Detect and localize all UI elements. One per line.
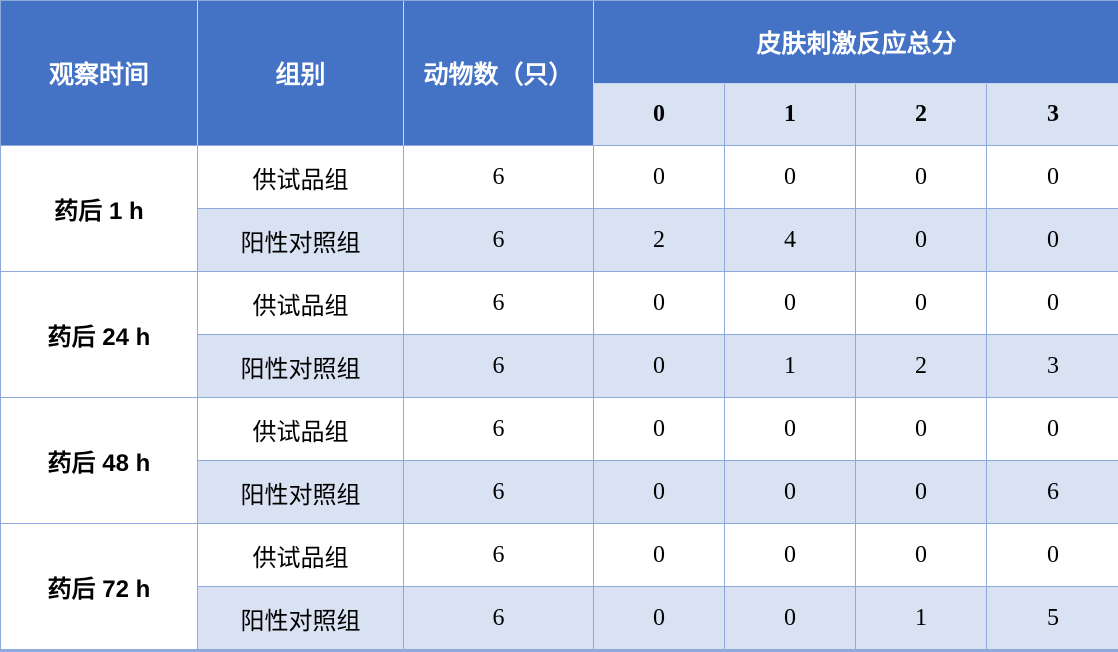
score-cell: 0	[725, 461, 856, 524]
group-cell: 阳性对照组	[198, 461, 404, 524]
score-cell: 0	[594, 398, 725, 461]
time-cell: 药后 1 h	[1, 146, 198, 272]
score-cell: 0	[725, 524, 856, 587]
score-cell: 1	[856, 587, 987, 650]
group-cell: 阳性对照组	[198, 209, 404, 272]
score-cell: 0	[856, 272, 987, 335]
animal-count-cell: 6	[404, 587, 594, 650]
score-cell: 0	[987, 524, 1118, 587]
score-cell: 0	[987, 209, 1118, 272]
animal-count-cell: 6	[404, 398, 594, 461]
header-score-level-1: 1	[725, 84, 856, 146]
group-cell: 供试品组	[198, 524, 404, 587]
score-cell: 0	[594, 272, 725, 335]
score-cell: 0	[856, 461, 987, 524]
header-skin-irritation-total-score: 皮肤刺激反应总分	[594, 1, 1118, 84]
animal-count-cell: 6	[404, 272, 594, 335]
header-animal-count: 动物数（只）	[404, 1, 594, 146]
score-cell: 0	[594, 335, 725, 398]
score-cell: 2	[856, 335, 987, 398]
score-cell: 0	[725, 398, 856, 461]
score-cell: 0	[987, 398, 1118, 461]
header-score-level-2: 2	[856, 84, 987, 146]
table-row: 药后 48 h 供试品组 6 0 0 0 0	[1, 398, 1118, 524]
group-cell: 阳性对照组	[198, 587, 404, 650]
score-cell: 2	[594, 209, 725, 272]
table-row: 阳性对照组 6 0 1 2 3	[1, 335, 1118, 398]
table-row: 药后 1 h 供试品组 6 0 0 0 0	[1, 146, 1118, 272]
score-cell: 0	[594, 524, 725, 587]
score-cell: 0	[594, 587, 725, 650]
score-cell: 0	[725, 146, 856, 209]
score-cell: 0	[594, 461, 725, 524]
score-cell: 4	[725, 209, 856, 272]
animal-count-cell: 6	[404, 461, 594, 524]
animal-count-cell: 6	[404, 524, 594, 587]
table-row: 阳性对照组 6 0 0 0 6	[1, 461, 1118, 524]
animal-count-cell: 6	[404, 146, 594, 209]
score-cell: 0	[725, 272, 856, 335]
group-cell: 供试品组	[198, 272, 404, 335]
animal-count-cell: 6	[404, 335, 594, 398]
group-cell: 供试品组	[198, 398, 404, 461]
score-cell: 0	[987, 146, 1118, 209]
score-cell: 3	[987, 335, 1118, 398]
time-cell: 药后 72 h	[1, 524, 198, 650]
header-observation-time: 观察时间	[1, 1, 198, 146]
score-cell: 0	[856, 398, 987, 461]
table-row: 药后 72 h 供试品组 6 0 0 0 0	[1, 524, 1118, 650]
header-score-level-0: 0	[594, 84, 725, 146]
header-score-level-3: 3	[987, 84, 1118, 146]
score-cell: 0	[856, 209, 987, 272]
score-cell: 0	[856, 146, 987, 209]
score-cell: 1	[725, 335, 856, 398]
score-cell: 0	[856, 524, 987, 587]
score-cell: 0	[987, 272, 1118, 335]
score-cell: 0	[594, 146, 725, 209]
group-cell: 阳性对照组	[198, 335, 404, 398]
time-cell: 药后 24 h	[1, 272, 198, 398]
score-cell: 5	[987, 587, 1118, 650]
time-cell: 药后 48 h	[1, 398, 198, 524]
table-row: 阳性对照组 6 0 0 1 5	[1, 587, 1118, 650]
score-cell: 6	[987, 461, 1118, 524]
table-row: 药后 24 h 供试品组 6 0 0 0 0	[1, 272, 1118, 398]
table-row: 阳性对照组 6 2 4 0 0	[1, 209, 1118, 272]
group-cell: 供试品组	[198, 146, 404, 209]
score-cell: 0	[725, 587, 856, 650]
header-group: 组别	[198, 1, 404, 146]
animal-count-cell: 6	[404, 209, 594, 272]
